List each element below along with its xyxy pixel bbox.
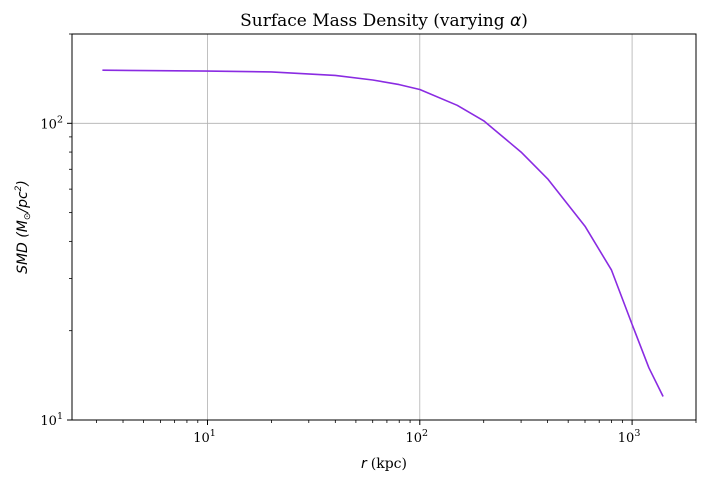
y-tick-label-base: 10 <box>40 414 57 429</box>
chart-title-suffix: ) <box>521 11 528 31</box>
x-tick-labels: 101 102 103 <box>193 428 640 446</box>
series-layer <box>102 69 664 397</box>
y-axis-label-end: ) <box>15 180 31 186</box>
x-axis-label: r (kpc) <box>361 456 407 472</box>
x-tick-label: 101 <box>193 428 216 446</box>
y-tick-label: 102 <box>40 114 63 132</box>
x-tick-label-base: 10 <box>618 431 635 446</box>
x-axis-label-unit: (kpc) <box>371 456 407 472</box>
y-tick-label: 101 <box>40 411 63 429</box>
y-axis-label: SMD (M⊙/pc2) <box>14 180 33 274</box>
x-tick-label-exp: 1 <box>210 428 216 439</box>
x-tick-label-base: 10 <box>406 431 423 446</box>
y-axis-label-mid: /pc <box>15 191 31 215</box>
x-tick-label-exp: 3 <box>634 428 640 439</box>
y-axis-label-text: SMD (M <box>15 220 31 274</box>
x-tick-label-base: 10 <box>193 431 210 446</box>
major-ticks <box>67 122 633 425</box>
y-axis-label-sub: ⊙ <box>23 213 33 221</box>
x-axis-label-var: r <box>361 456 368 472</box>
grid-lines <box>72 34 696 421</box>
x-tick-label-exp: 2 <box>422 428 428 439</box>
y-tick-label-exp: 1 <box>57 411 63 422</box>
minor-ticks <box>69 33 697 423</box>
plot-frame <box>71 33 697 421</box>
chart-title-symbol: α <box>510 11 521 31</box>
x-tick-label: 103 <box>618 428 641 446</box>
y-tick-label-exp: 2 <box>57 114 63 125</box>
series-line <box>102 69 664 397</box>
y-axis-label-sup: 2 <box>14 185 24 191</box>
chart-title: Surface Mass Density (varying α) <box>240 11 528 31</box>
x-tick-label: 102 <box>406 428 429 446</box>
y-tick-label-base: 10 <box>40 117 57 132</box>
chart-title-prefix: Surface Mass Density (varying <box>240 11 510 31</box>
